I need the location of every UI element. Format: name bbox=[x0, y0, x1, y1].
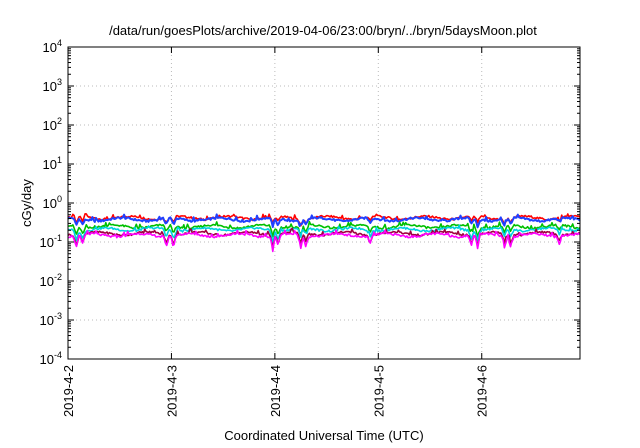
y-tick-label: 10-4 bbox=[40, 350, 62, 367]
x-tick-label: 2019-4-3 bbox=[164, 365, 179, 417]
x-axis: 2019-4-2 2019-4-3 2019-4-4 2019-4-5 2019-4-6 bbox=[61, 47, 490, 417]
x-tick-label: 2019-4-6 bbox=[475, 365, 490, 417]
x-axis-label: Coordinated Universal Time (UTC) bbox=[224, 428, 423, 443]
series-line-blue bbox=[67, 213, 581, 229]
series-line-maroon bbox=[67, 227, 581, 247]
x-tick-label: 2019-4-4 bbox=[268, 365, 283, 417]
y-tick-label: 104 bbox=[43, 38, 62, 55]
y-tick-label: 103 bbox=[43, 77, 62, 94]
y-tick-label: 10-3 bbox=[40, 311, 62, 328]
x-tick-label: 2019-4-2 bbox=[61, 365, 76, 417]
y-axis-label: cGy/day bbox=[19, 179, 34, 227]
plot-series bbox=[67, 213, 581, 253]
grid bbox=[68, 47, 580, 359]
y-axis: 10-4 10-3 10-2 10-1 100 101 102 103 104 bbox=[40, 38, 580, 367]
y-tick-label: 10-1 bbox=[40, 233, 62, 250]
chart-title: /data/run/goesPlots/archive/2019-04-06/2… bbox=[109, 23, 537, 38]
series-line-magenta bbox=[67, 229, 581, 253]
series-line-cyan bbox=[67, 224, 581, 244]
y-tick-label: 101 bbox=[43, 155, 62, 172]
y-tick-label: 102 bbox=[43, 116, 62, 133]
x-tick-label: 2019-4-5 bbox=[371, 365, 386, 417]
y-tick-label: 100 bbox=[43, 194, 62, 211]
y-tick-label: 10-2 bbox=[40, 272, 62, 289]
